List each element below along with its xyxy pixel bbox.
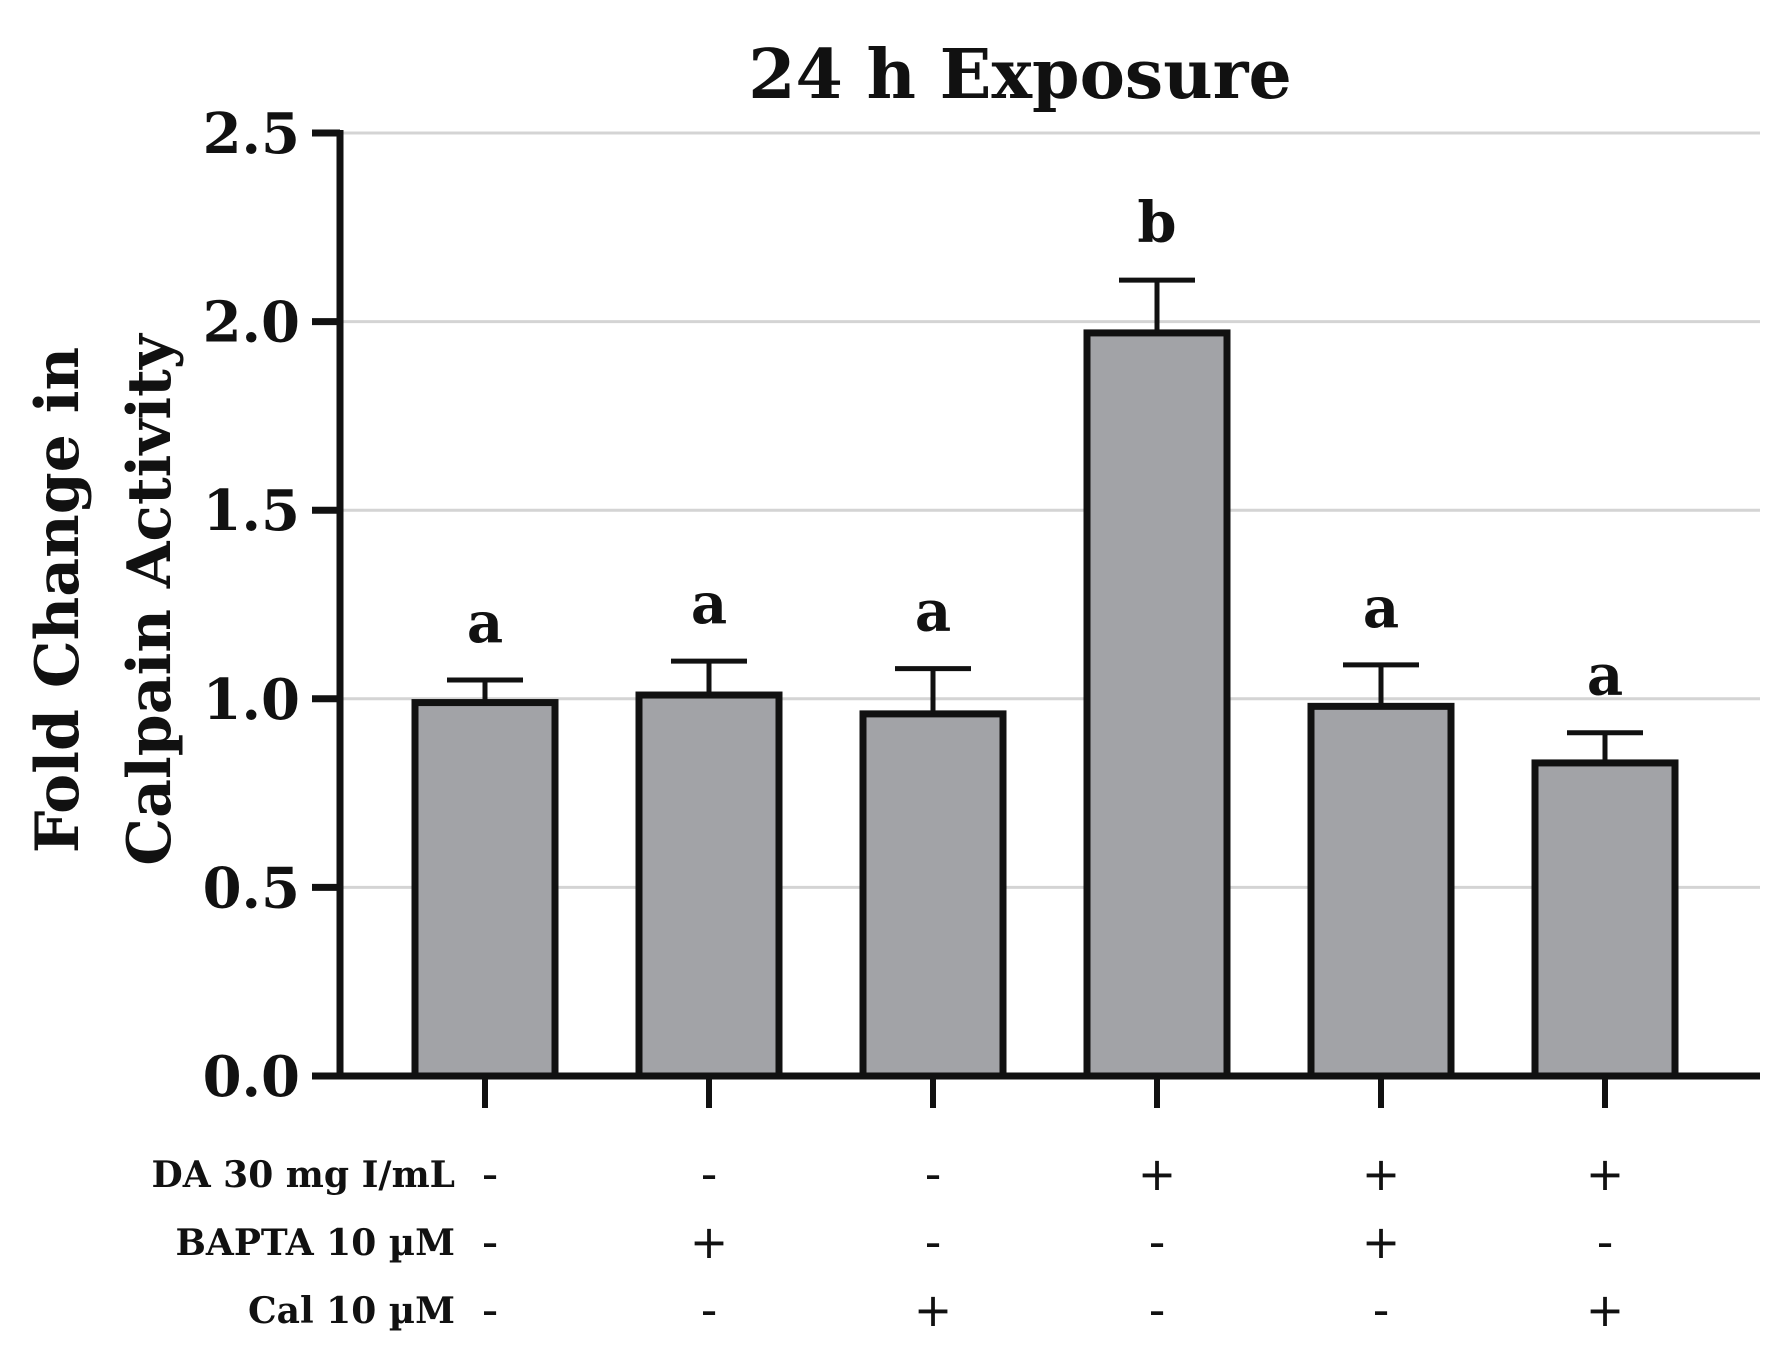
treatment-table: DA 30 mg I/mL - - - + + +BAPTA 10 µM - + - - + -Cal … [151, 1147, 1624, 1337]
significance-letter: a [467, 590, 503, 656]
bar [1083, 329, 1231, 1080]
minus-sign: - [1597, 1215, 1614, 1269]
y-tick-label: 2.5 [203, 101, 300, 167]
bar [1531, 759, 1679, 1080]
plus-sign: + [914, 1283, 953, 1337]
bars [411, 277, 1679, 1080]
y-tick-label: 0.5 [203, 855, 300, 921]
minus-sign: - [701, 1147, 718, 1201]
plus-sign: + [1362, 1147, 1401, 1201]
significance-letter: a [691, 571, 727, 637]
minus-sign: - [482, 1215, 499, 1269]
plus-sign: + [1586, 1147, 1625, 1201]
plus-sign: + [690, 1215, 729, 1269]
y-axis-label-line-2: Calpain Activity [115, 332, 185, 866]
minus-sign: - [925, 1147, 942, 1201]
bar [635, 691, 783, 1080]
plus-sign: + [1362, 1215, 1401, 1269]
minus-sign: - [701, 1283, 718, 1337]
minus-sign: - [1373, 1283, 1390, 1337]
plus-sign: + [1586, 1283, 1625, 1337]
significance-letter: a [1363, 575, 1399, 641]
minus-sign: - [1149, 1283, 1166, 1337]
y-tick-label: 1.5 [203, 478, 300, 544]
y-tick-label: 2.0 [203, 290, 300, 356]
significance-letter: a [1587, 643, 1623, 709]
treatment-label: BAPTA 10 µM [175, 1222, 455, 1264]
minus-sign: - [482, 1283, 499, 1337]
y-tick-label: 1.0 [203, 667, 300, 733]
minus-sign: - [482, 1147, 499, 1201]
significance-letter: a [915, 579, 951, 645]
tick-labels: 0.0 0.5 1.0 1.5 2.0 2.5 a a a b a a [203, 101, 1624, 1110]
bar [859, 710, 1007, 1080]
axes [312, 129, 1760, 1108]
y-tick-label: 0.0 [203, 1044, 300, 1110]
bar [1307, 702, 1455, 1080]
minus-sign: - [1149, 1215, 1166, 1269]
chart-title: 24 h Exposure [748, 35, 1292, 115]
gridlines [340, 131, 1760, 889]
minus-sign: - [925, 1215, 942, 1269]
bar [411, 699, 559, 1080]
y-axis-label-line-1: Fold Change in [23, 347, 93, 853]
treatment-label: Cal 10 µM [248, 1290, 455, 1332]
significance-letter: b [1137, 190, 1176, 256]
plus-sign: + [1138, 1147, 1177, 1201]
treatment-label: DA 30 mg I/mL [151, 1154, 455, 1196]
